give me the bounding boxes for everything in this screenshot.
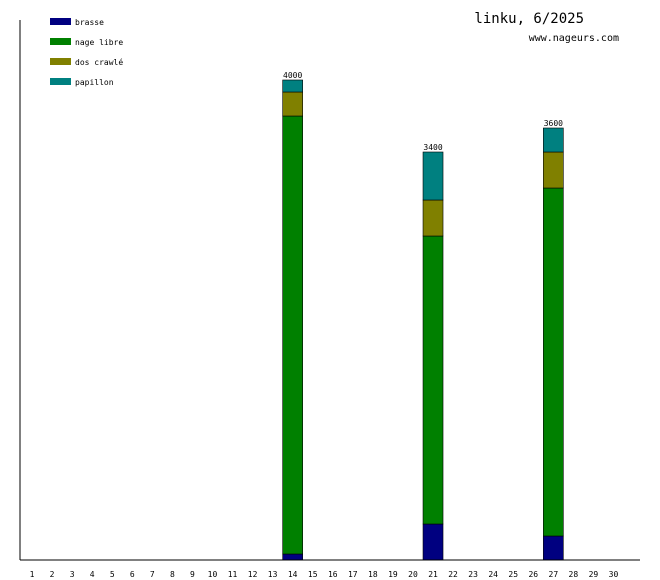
legend-label-2: dos crawlé (75, 57, 123, 67)
bar-segment (543, 187, 564, 537)
x-tick-label: 1 (30, 570, 35, 579)
bar-segment (282, 115, 303, 555)
total-label: 4000 (283, 71, 302, 80)
x-tick-label: 3 (70, 570, 75, 579)
x-tick-label: 30 (609, 570, 619, 579)
chart-subtitle: www.nageurs.com (529, 33, 619, 44)
x-tick-label: 2 (50, 570, 55, 579)
x-tick-label: 15 (308, 570, 318, 579)
x-tick-label: 21 (428, 570, 438, 579)
x-tick-label: 7 (150, 570, 155, 579)
bars (282, 79, 564, 561)
x-tick-label: 27 (549, 570, 559, 579)
x-tick-label: 26 (528, 570, 538, 579)
legend-swatch-2 (50, 58, 71, 65)
bar-segment (422, 199, 444, 237)
x-tick-label: 13 (268, 570, 278, 579)
x-tick-label: 28 (569, 570, 579, 579)
x-tick-label: 23 (468, 570, 478, 579)
x-tick-label: 14 (288, 570, 298, 579)
legend-swatch-1 (50, 38, 71, 45)
x-tick-label: 17 (348, 570, 358, 579)
x-tick-label: 24 (488, 570, 498, 579)
bar-segment (282, 553, 303, 561)
x-tick-label: 5 (110, 570, 115, 579)
bar-segment (543, 535, 564, 561)
legend-label-0: brasse (75, 18, 104, 27)
legend-swatch-3 (50, 78, 71, 85)
x-tick-label: 10 (208, 570, 218, 579)
total-label: 3400 (423, 143, 442, 152)
bar-segment (422, 523, 444, 561)
x-tick-label: 16 (328, 570, 338, 579)
total-labels: 4000 3400 3600 (283, 71, 563, 152)
x-tick-label: 19 (388, 570, 398, 579)
legend-swatch-0 (50, 18, 71, 25)
bar-segment (422, 235, 444, 525)
x-tick-label: 11 (228, 570, 238, 579)
bar-segment (422, 151, 444, 201)
bar-segment (543, 127, 564, 153)
bar-segment (543, 151, 564, 189)
legend-label-1: nage libre (75, 38, 123, 47)
chart-title: linku, 6/2025 (474, 11, 584, 27)
legend: brasse nage libre dos crawlé papillon (50, 18, 123, 87)
x-tick-label: 18 (368, 570, 378, 579)
x-tick-labels: 1 2 3 4 5 6 7 8 9 10 11 12 13 14 15 16 17 18 19 20 21 22 23 24 2… (30, 570, 619, 579)
bar-segment (282, 79, 303, 93)
x-tick-label: 22 (448, 570, 458, 579)
x-tick-label: 29 (589, 570, 599, 579)
x-tick-label: 6 (130, 570, 135, 579)
x-tick-label: 12 (248, 570, 258, 579)
x-tick-label: 20 (408, 570, 418, 579)
total-label: 3600 (544, 119, 563, 128)
bar-segment (282, 91, 303, 117)
legend-label-3: papillon (75, 78, 114, 87)
x-tick-label: 25 (508, 570, 518, 579)
x-tick-label: 4 (90, 570, 95, 579)
x-tick-label: 9 (190, 570, 195, 579)
x-tick-label: 8 (170, 570, 175, 579)
